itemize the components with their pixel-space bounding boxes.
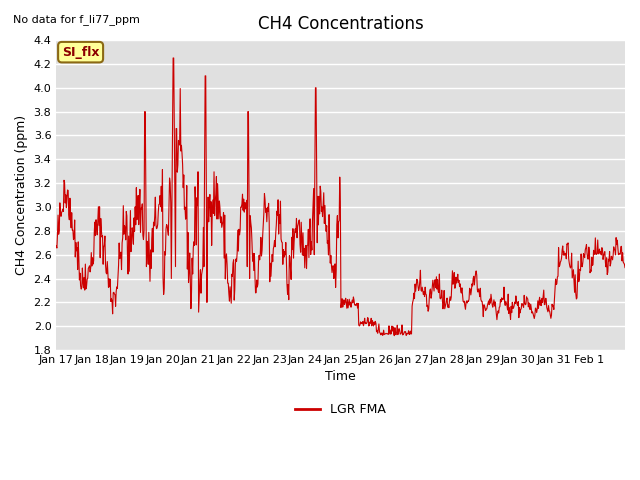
X-axis label: Time: Time bbox=[325, 371, 356, 384]
Text: SI_flx: SI_flx bbox=[62, 46, 99, 59]
Y-axis label: CH4 Concentration (ppm): CH4 Concentration (ppm) bbox=[15, 115, 28, 275]
Title: CH4 Concentrations: CH4 Concentrations bbox=[258, 15, 424, 33]
Text: No data for f_li77_ppm: No data for f_li77_ppm bbox=[13, 14, 140, 25]
Legend: LGR FMA: LGR FMA bbox=[290, 398, 391, 421]
